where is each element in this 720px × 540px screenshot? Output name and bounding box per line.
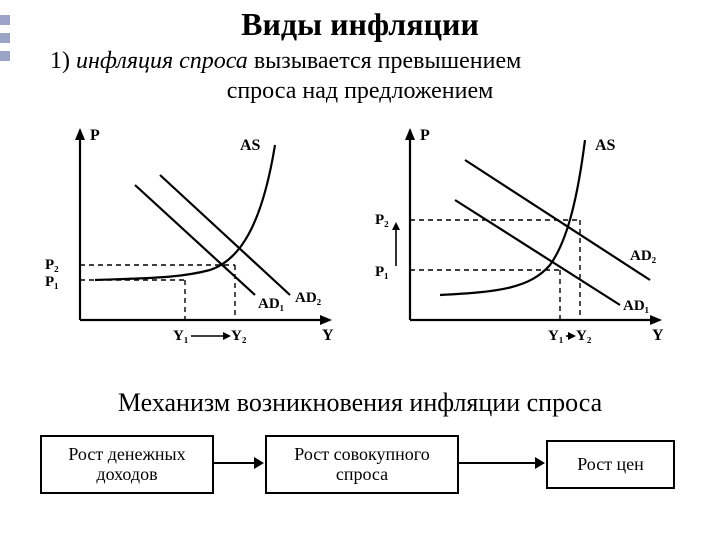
svg-text:Y₂: Y₂ <box>576 328 592 344</box>
subtitle-line2: спроса над предложением <box>50 76 670 106</box>
flow-diagram: Рост денежныхдоходов Рост совокупногоспр… <box>40 435 680 505</box>
svg-text:Y: Y <box>322 327 334 344</box>
svg-text:AD₁: AD₁ <box>623 298 649 314</box>
flow-box-1: Рост денежныхдоходов <box>40 435 214 494</box>
flow-box-2: Рост совокупногоспроса <box>265 435 459 494</box>
svg-text:AS: AS <box>240 137 261 154</box>
subtitle-prefix: 1) <box>50 48 76 74</box>
slide-title: Виды инфляции <box>0 6 720 43</box>
svg-text:AD₂: AD₂ <box>630 248 657 264</box>
svg-text:P₂: P₂ <box>45 257 59 273</box>
svg-text:AD₂: AD₂ <box>295 290 322 306</box>
svg-text:P₂: P₂ <box>375 212 389 228</box>
svg-text:Y₂: Y₂ <box>231 328 247 344</box>
svg-text:Y₁: Y₁ <box>173 328 188 344</box>
svg-text:P₁: P₁ <box>45 274 59 290</box>
slide-subtitle: 1) инфляция спроса вызывается превышение… <box>50 46 670 106</box>
svg-text:AD₁: AD₁ <box>258 296 284 312</box>
charts-container: PYP₂P₁Y₁Y₂ASAD₁AD₂ PYP₂P₁Y₁Y₂ASAD₁AD₂ <box>40 120 680 370</box>
subtitle-italic: инфляция спроса <box>76 48 248 74</box>
subtitle-rest: вызывается превышением <box>248 48 521 74</box>
flow-arrow-2 <box>457 453 545 473</box>
chart-left: P Y P₂P₁ Y₁ Y₂ AS AD₁ AD₂ <box>40 120 350 370</box>
mechanism-title: Механизм возникновения инфляции спроса <box>0 388 720 418</box>
flow-arrow-1 <box>212 453 264 473</box>
svg-text:P: P <box>90 127 100 144</box>
svg-text:P₁: P₁ <box>375 264 389 280</box>
chart-right: P Y P₂ P₁ Y₁ Y₂ AS AD₁ AD₂ <box>370 120 680 370</box>
flow-box-3: Рост цен <box>546 440 675 489</box>
svg-text:P: P <box>420 127 430 144</box>
svg-text:AS: AS <box>595 137 616 154</box>
svg-text:Y₁: Y₁ <box>548 328 563 344</box>
svg-text:Y: Y <box>652 327 664 344</box>
